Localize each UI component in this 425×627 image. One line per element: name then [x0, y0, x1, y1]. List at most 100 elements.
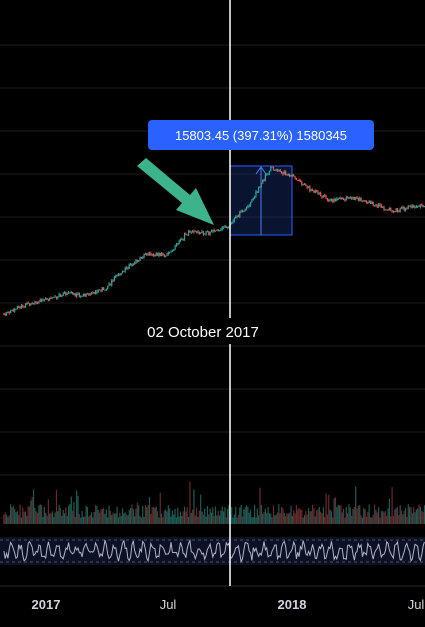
volume-bar — [218, 515, 221, 524]
volume-bar — [34, 507, 36, 524]
candle-body — [20, 305, 23, 308]
volume-bar — [175, 517, 178, 524]
volume-bar — [32, 489, 35, 524]
candle-body — [152, 254, 155, 256]
volume-bar — [86, 507, 89, 524]
volume-bar — [294, 513, 296, 524]
volume-bar — [290, 505, 292, 524]
candle-body — [77, 293, 79, 295]
volume-bar — [411, 513, 413, 524]
candle-body — [127, 267, 129, 269]
candle-body — [322, 195, 324, 198]
candle-body — [177, 244, 179, 246]
candle-body — [166, 253, 168, 256]
candle-body — [240, 210, 242, 212]
candle-body — [231, 222, 233, 224]
volume-bar — [368, 504, 370, 524]
volume-bar — [35, 511, 37, 524]
volume-bar — [383, 512, 385, 524]
candle-body — [256, 191, 258, 193]
candle-body — [347, 197, 349, 199]
candle-body — [105, 288, 107, 290]
volume-bar — [54, 512, 56, 524]
candle-body — [192, 231, 194, 233]
candle-body — [340, 197, 342, 200]
volume-bar — [255, 517, 257, 524]
volume-bar — [155, 506, 157, 524]
volume-bar — [322, 507, 324, 524]
volume-bar — [293, 510, 295, 524]
volume-bar — [361, 517, 364, 524]
candle-body — [93, 291, 95, 293]
volume-bar — [201, 511, 203, 524]
candle-body — [396, 208, 399, 211]
candle-body — [404, 208, 407, 211]
candle-body — [90, 293, 93, 295]
volume-bar — [26, 515, 28, 524]
candle-body — [65, 292, 67, 295]
volume-bar — [3, 514, 5, 524]
candle-body — [11, 310, 13, 312]
volume-bar — [197, 516, 199, 524]
candle-body — [388, 207, 390, 211]
volume-bar — [332, 517, 334, 524]
volume-bar — [347, 513, 349, 524]
volume-bar — [69, 504, 71, 524]
volume-bar — [205, 516, 207, 524]
volume-bar — [111, 514, 113, 524]
volume-bar — [4, 512, 6, 524]
candle-body — [10, 310, 12, 314]
candle-body — [310, 190, 312, 192]
measure-box — [229, 165, 293, 236]
volume-bar — [311, 504, 314, 524]
candle-body — [179, 239, 182, 241]
candle-body — [369, 201, 372, 204]
crosshair-date-background — [128, 318, 278, 344]
candle-body — [341, 197, 343, 200]
candle-body — [363, 200, 365, 202]
volume-bar — [123, 513, 125, 524]
candle-body — [115, 275, 117, 278]
candle-body — [210, 231, 213, 233]
volume-bar — [101, 509, 103, 524]
candle-body — [7, 311, 9, 313]
candle-body — [98, 289, 101, 291]
volume-bar — [342, 508, 345, 524]
candle-body — [138, 260, 140, 262]
volume-bar — [291, 515, 293, 524]
candle-body — [311, 190, 314, 192]
candle-body — [59, 294, 62, 297]
volume-bar — [345, 507, 347, 524]
volume-bar — [419, 506, 422, 524]
volume-bar — [72, 510, 74, 524]
candle-body — [111, 280, 113, 285]
candle-body — [155, 253, 157, 256]
volume-bar — [359, 505, 361, 524]
volume-bar — [334, 497, 337, 524]
candle-body — [200, 232, 202, 234]
candle-body — [291, 174, 293, 176]
volume-bar — [120, 515, 122, 524]
candle-body — [143, 253, 145, 257]
candle-body — [317, 191, 319, 194]
candle-body — [398, 210, 400, 212]
candle-body — [294, 175, 296, 179]
candle-body — [352, 196, 354, 199]
volume-bar — [27, 506, 29, 524]
candle-body — [46, 298, 48, 300]
volume-bar — [90, 512, 93, 524]
candle-body — [202, 231, 204, 235]
volume-bar — [212, 507, 214, 524]
volume-bar — [329, 509, 331, 524]
candle-body — [290, 175, 292, 177]
volume-bar — [117, 517, 120, 524]
volume-bar — [81, 511, 83, 524]
candle-body — [162, 253, 164, 255]
candle-body — [422, 204, 424, 208]
candle-body — [334, 199, 337, 201]
candle-body — [243, 210, 245, 213]
candle-body — [23, 306, 25, 308]
volume-bar — [105, 509, 107, 524]
volume-bar — [279, 513, 281, 524]
